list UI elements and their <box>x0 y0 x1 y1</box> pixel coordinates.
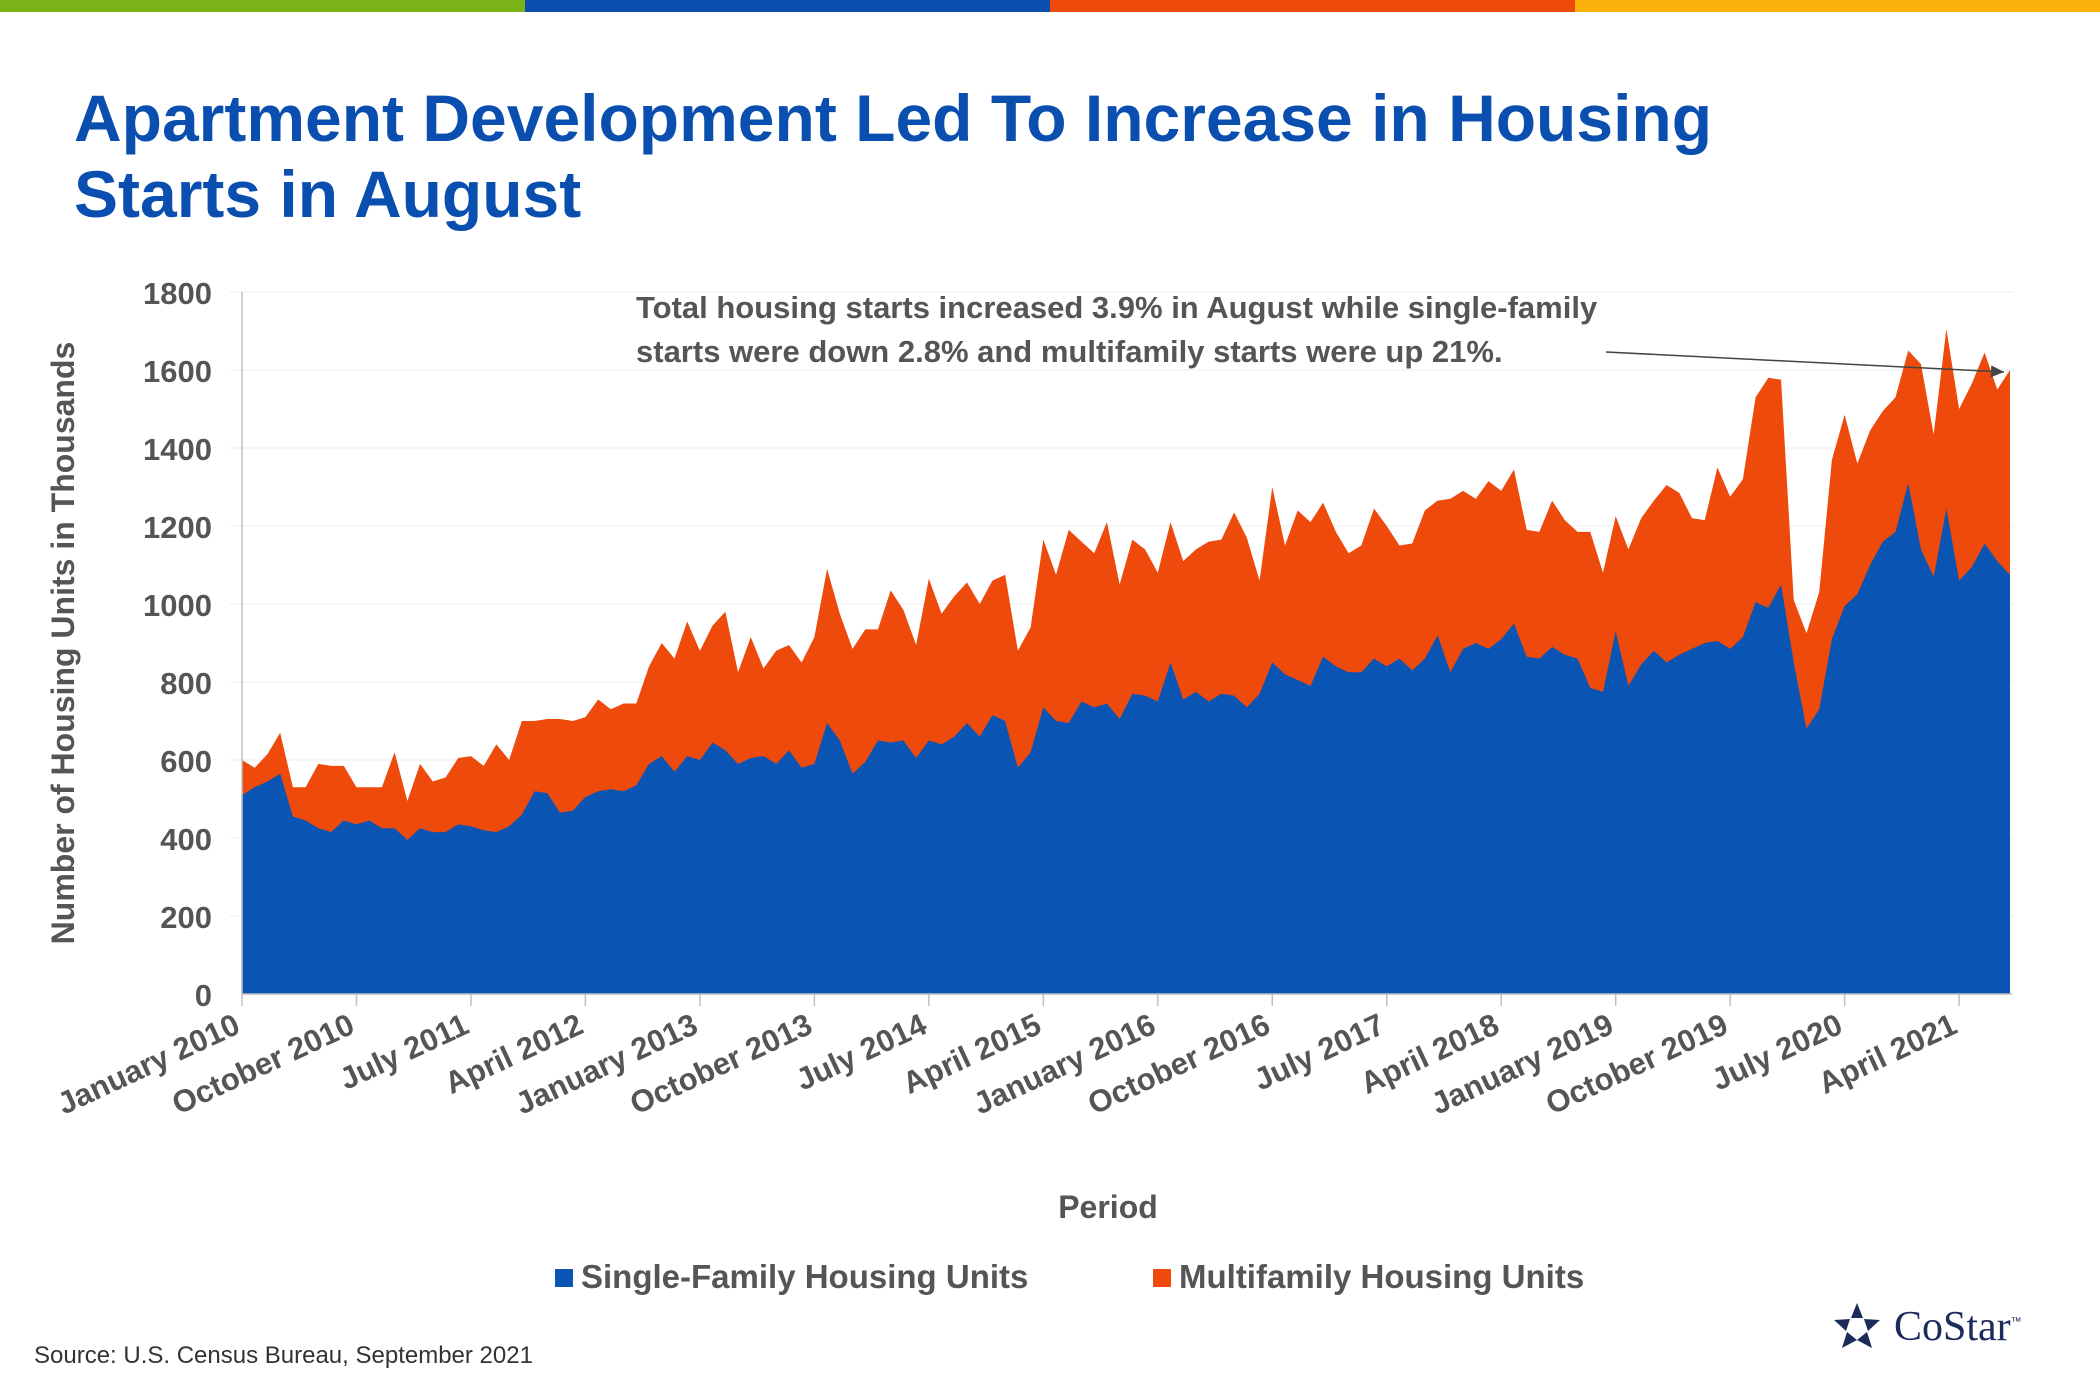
source-note: Source: U.S. Census Bureau, September 20… <box>34 1342 533 1369</box>
legend-label-multifamily: Multifamily Housing Units <box>1179 1258 1585 1295</box>
y-tick-label: 0 <box>195 978 212 1013</box>
costar-wordmark: CoStar™ <box>1894 1304 2022 1350</box>
y-tick-label: 1000 <box>143 588 212 623</box>
title-line-1: Apartment Development Led To Increase in… <box>74 81 1713 155</box>
costar-logo: CoStar™ <box>1830 1300 2022 1354</box>
annotation-arrowhead <box>1990 365 2004 378</box>
y-tick-label: 800 <box>160 666 212 701</box>
y-axis-title: Number of Housing Units in Thousands <box>45 342 81 945</box>
series-area-single-family <box>242 483 2010 994</box>
brand-bar-blue <box>525 0 1050 12</box>
y-tick-label: 200 <box>160 900 212 935</box>
legend-swatch-single-family <box>555 1269 573 1287</box>
brand-bar-orange <box>1050 0 1575 12</box>
y-tick-label: 400 <box>160 822 212 857</box>
costar-star-icon <box>1834 1303 1880 1348</box>
page-title: Apartment Development Led To Increase in… <box>74 80 1712 232</box>
legend-label-single-family: Single-Family Housing Units <box>581 1258 1029 1295</box>
title-line-2: Starts in August <box>74 157 582 231</box>
annotation-arrow-line <box>1605 351 2005 373</box>
y-tick-label: 1600 <box>143 354 212 389</box>
legend-item-single-family: Single-Family Housing Units <box>555 1258 1028 1296</box>
y-tick-label: 1800 <box>143 276 212 311</box>
y-tick-label: 1200 <box>143 510 212 545</box>
y-tick-label: 1400 <box>143 432 212 467</box>
brand-bar-green <box>0 0 525 12</box>
legend-item-multifamily: Multifamily Housing Units <box>1153 1258 1584 1296</box>
x-axis-title: Period <box>1058 1189 1158 1225</box>
annotation-line: starts were down 2.8% and multifamily st… <box>636 334 1503 369</box>
y-tick-label: 600 <box>160 744 212 779</box>
brand-bar-yellow <box>1575 0 2100 12</box>
legend-swatch-multifamily <box>1153 1269 1171 1287</box>
annotation-line: Total housing starts increased 3.9% in A… <box>636 290 1598 325</box>
brand-color-bar <box>0 0 2100 12</box>
